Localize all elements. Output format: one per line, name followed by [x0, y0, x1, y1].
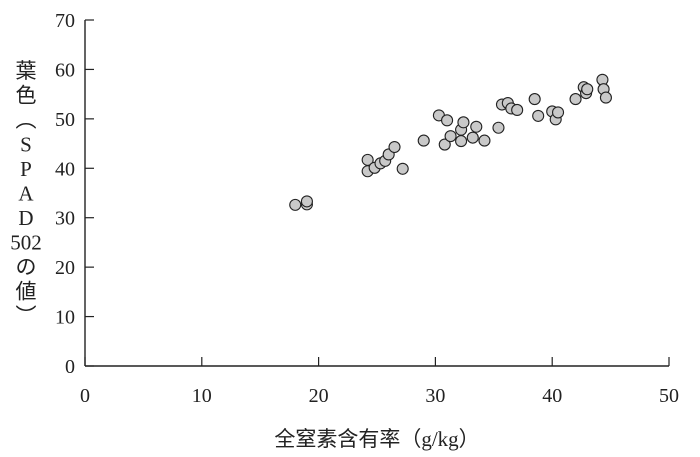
points-layer — [289, 73, 612, 211]
data-point — [581, 83, 594, 96]
x-axis-title: 全窒素含有率（g/kg） — [274, 427, 479, 451]
y-tick-label: 0 — [65, 356, 75, 378]
data-point — [396, 162, 409, 175]
data-point — [300, 195, 313, 208]
data-point — [569, 93, 582, 106]
data-point — [511, 103, 524, 117]
data-point — [388, 140, 401, 154]
y-axis-title-char: 502 — [10, 231, 42, 255]
y-axis-title-char: D — [18, 206, 33, 230]
y-tick-label: 10 — [55, 307, 75, 329]
y-tick-label: 40 — [55, 158, 75, 180]
data-point — [599, 91, 612, 104]
data-point — [466, 131, 479, 144]
data-point — [470, 120, 483, 133]
y-tick-label: 50 — [55, 109, 75, 131]
x-tick-label: 30 — [425, 385, 445, 407]
data-point — [551, 106, 565, 119]
y-axis-title-char: S — [20, 133, 32, 157]
x-tick-label: 50 — [659, 385, 679, 407]
y-tick-label: 30 — [55, 208, 75, 230]
y-tick-label: 60 — [55, 59, 75, 81]
x-tick-label: 10 — [192, 385, 212, 407]
y-axis-title-char: 色 — [16, 84, 37, 108]
data-point — [444, 130, 457, 143]
data-point — [289, 198, 302, 211]
data-point — [492, 121, 505, 134]
y-tick-label: 70 — [55, 10, 75, 32]
x-tick-label: 40 — [542, 385, 562, 407]
ticks-layer: 0 10 20 30 40 50 60 70 0 10 20 30 40 50 — [55, 10, 679, 407]
y-tick-label: 20 — [55, 257, 75, 279]
y-axis-title-char: A — [18, 182, 34, 206]
y-axis-title-char: ︵ — [16, 108, 37, 132]
y-axis-title-char: P — [20, 157, 32, 181]
y-axis-title-char: 値 — [16, 280, 37, 304]
data-point — [478, 134, 491, 147]
y-axis-title-char: ︶ — [16, 304, 37, 328]
data-point — [361, 153, 374, 166]
data-point — [417, 134, 430, 147]
data-point — [455, 135, 468, 148]
x-tick-label: 20 — [309, 385, 329, 407]
data-point — [457, 116, 470, 129]
data-point — [441, 114, 454, 127]
y-axis-title-char: 葉 — [16, 59, 37, 83]
data-point — [438, 138, 451, 151]
y-axis-title-char: の — [16, 255, 37, 279]
data-point — [532, 109, 545, 122]
x-tick-label: 0 — [80, 385, 90, 407]
data-point — [528, 93, 541, 106]
